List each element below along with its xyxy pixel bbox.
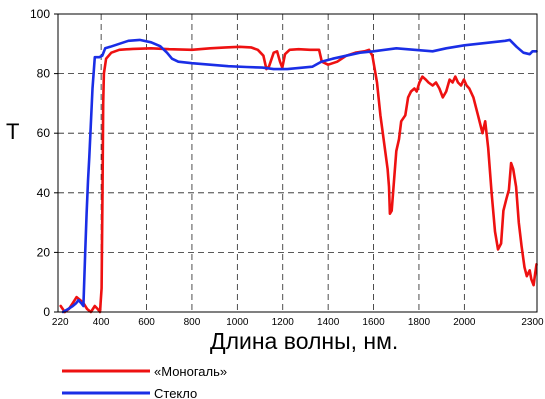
legend-label: Стекло [154,386,197,399]
y-tick-label: 40 [37,186,51,200]
x-tick-label: 1800 [408,317,431,328]
y-tick-label: 100 [30,7,50,21]
x-tick-label: 400 [93,317,110,328]
y-tick-label: 80 [37,67,51,81]
legend: «Моногаль» Стекло [62,364,227,399]
x-tick-label: 1200 [272,317,295,328]
legend-label: «Моногаль» [154,364,227,379]
plot-frame [57,13,538,313]
x-tick-label: 1600 [362,317,385,328]
series-line-glass [61,38,538,314]
x-tick-label: 800 [184,317,201,328]
series-lines [59,38,538,314]
y-tick-label: 60 [37,126,51,140]
x-tick-label: 1000 [226,317,249,328]
axes: 220 400 600 800 1000 1200 1400 1600 1800 2000 2300… [30,7,544,328]
x-axis-label: Длина волны, нм. [210,328,398,354]
x-tick-label: 600 [138,317,155,328]
y-tick-label: 20 [37,245,51,259]
x-tick-label: 2300 [521,317,544,328]
x-tick-label: 1400 [317,317,340,328]
y-axis-label: T [6,119,19,144]
x-tick-label: 220 [52,317,69,328]
series-line-monogal [59,45,538,314]
x-tick-label: 2000 [453,317,476,328]
grid [58,14,537,312]
y-tick-label: 0 [43,305,50,319]
